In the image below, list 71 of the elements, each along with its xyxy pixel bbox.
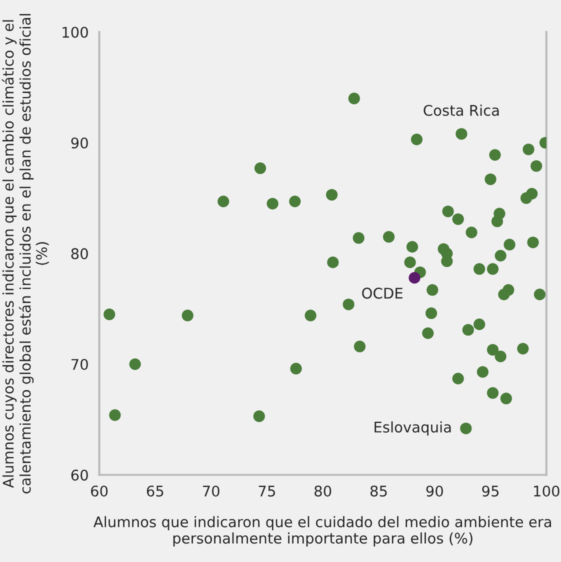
point: [504, 238, 516, 250]
point: [408, 272, 420, 284]
point: [517, 342, 529, 354]
point: [462, 324, 474, 336]
point: [266, 198, 278, 210]
y-tick-label: 90: [71, 137, 88, 148]
point: [289, 196, 301, 208]
point: [498, 288, 510, 300]
point: [425, 307, 438, 320]
x-tick-label: 85: [370, 486, 387, 497]
point: [452, 213, 464, 225]
point: [474, 318, 486, 330]
point: [326, 188, 338, 201]
point: [530, 160, 542, 172]
point: [253, 410, 265, 422]
point: [348, 92, 360, 104]
point: [218, 196, 230, 208]
point: [486, 387, 499, 399]
point: [404, 256, 416, 268]
point: [426, 284, 438, 296]
point: [456, 128, 468, 140]
point: [489, 149, 501, 161]
point: [491, 216, 504, 228]
point: [474, 263, 486, 275]
y-tick-label: 70: [72, 358, 88, 370]
x-tick-label: 100: [534, 486, 560, 497]
point: [382, 231, 395, 243]
point: [342, 298, 354, 310]
point: [109, 409, 121, 421]
x-tick-label: 90: [426, 486, 443, 497]
point: [494, 350, 506, 362]
point: [304, 310, 316, 322]
series-label: OCDE: [362, 288, 402, 299]
point: [522, 144, 534, 156]
point: [442, 206, 454, 218]
point: [527, 236, 539, 248]
point: [104, 308, 116, 320]
point: [534, 288, 546, 300]
x-tick-label: 65: [146, 486, 164, 497]
point: [182, 310, 194, 322]
point: [526, 188, 538, 200]
point: [327, 256, 339, 268]
x-tick-label: 60: [91, 486, 108, 497]
x-tick-label: 80: [314, 486, 332, 497]
point: [466, 226, 478, 238]
point: [486, 263, 499, 275]
x-tick-label: 95: [482, 486, 499, 497]
point: [254, 162, 266, 174]
point: [452, 372, 464, 384]
point: [422, 327, 434, 339]
point: [406, 241, 418, 253]
point: [494, 250, 506, 262]
x-tick-label: 70: [202, 486, 220, 497]
point: [486, 344, 499, 356]
y-tick-label: 80: [71, 248, 88, 260]
y-tick-label: 100: [62, 26, 88, 38]
y-tick-label: 60: [71, 470, 88, 481]
point: [476, 366, 489, 378]
y-axis-title: Alumnos cuyos directores indicaron que el cambio climático y el calentamiento global están incluidos en el plan de estudios oficial (%): [2, 14, 49, 494]
x-axis-title: Alumnos que indicaron que el cuidado del medio ambiente era personalmente importante para ellos (%): [93, 516, 552, 547]
point: [354, 340, 366, 352]
point: [484, 173, 496, 186]
point: [410, 134, 423, 146]
point: [290, 362, 302, 374]
point: [129, 358, 141, 370]
point: [460, 422, 472, 434]
annotation: Eslovaquia: [374, 421, 451, 436]
point: [500, 392, 512, 404]
point: [352, 232, 364, 244]
annotation: Costa Rica: [424, 104, 499, 116]
x-tick-label: 75: [258, 486, 275, 497]
